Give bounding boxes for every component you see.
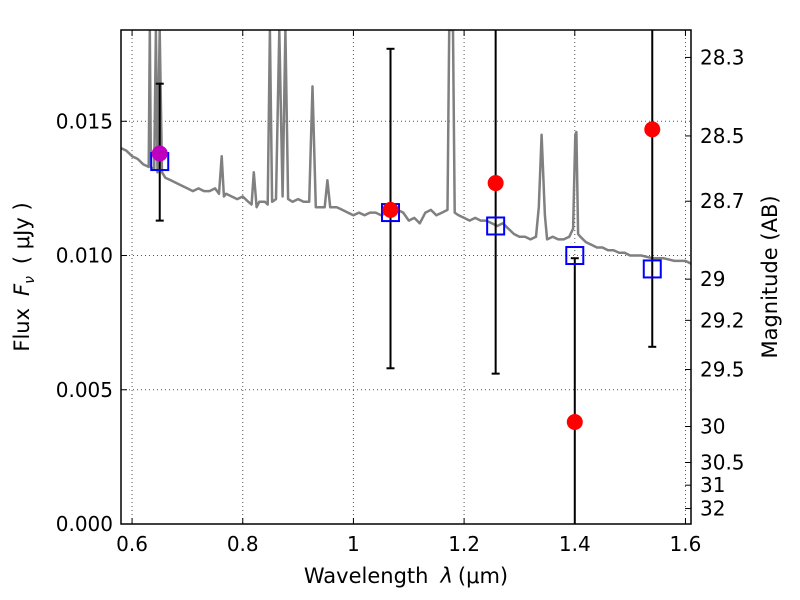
observed-point: [151, 145, 168, 162]
x-tick-label: 1.6: [670, 532, 702, 556]
x-tick-label: 0.8: [227, 532, 259, 556]
x-axis-label-unit: (μm): [458, 564, 508, 588]
y2-tick-label: 30: [700, 415, 725, 439]
x-tick-label: 0.6: [116, 532, 148, 556]
x-axis-label-symbol: λ: [439, 564, 452, 588]
y-axis-label-unit: ( μJy ): [10, 202, 34, 264]
errorbar-layer: [155, 30, 657, 524]
x-tick-label: 1.4: [559, 532, 591, 556]
grid: [121, 30, 691, 525]
model-square: [486, 216, 506, 236]
spectrum-line: [121, 30, 691, 265]
y-tick-label: 0.010: [56, 244, 113, 268]
y-axis-label-text: Flux: [10, 308, 34, 352]
y-tick-label: 0.005: [56, 378, 113, 402]
y-tick-label: 0.000: [56, 512, 113, 536]
plot-frame: [120, 29, 692, 525]
y2-tick-label: 32: [700, 497, 725, 521]
x-axis-label: Wavelength λ (μm): [304, 564, 508, 588]
x-tick-label: 1.2: [448, 532, 480, 556]
observed-point: [487, 175, 504, 192]
spectrum-layer: [121, 30, 691, 265]
observed-points-layer: [151, 121, 661, 430]
y-axis-label-symbol: F: [10, 283, 34, 296]
y2-tick-label: 29.5: [700, 358, 745, 382]
x-axis-label-text: Wavelength: [304, 564, 429, 588]
tick-labels: 0.6 0.8 1 1.2 1.4 1.6 0.000 0.005 0.010 0.015 28.3…: [56, 45, 745, 556]
y2-tick-label: 30.5: [700, 450, 745, 474]
observed-point: [566, 413, 583, 430]
observed-point: [382, 201, 399, 218]
y2-axis-label: Magnitude (AB): [758, 195, 782, 358]
y2-tick-label: 28.5: [700, 124, 745, 148]
model-square: [642, 259, 662, 279]
y2-tick-label: 29: [700, 267, 725, 291]
observed-point: [644, 121, 661, 138]
x-tick-label: 1: [347, 532, 360, 556]
y-axis-label-sub: ν: [22, 276, 38, 284]
tick-marks: [121, 30, 691, 525]
y2-tick-label: 31: [700, 473, 725, 497]
y2-tick-label: 28.7: [700, 189, 745, 213]
y-tick-label: 0.015: [56, 109, 113, 133]
y2-tick-label: 29.2: [700, 308, 745, 332]
model-square: [565, 246, 585, 266]
y-axis-label: Flux Fν ( μJy ): [10, 202, 38, 351]
y2-tick-label: 28.3: [700, 45, 745, 69]
